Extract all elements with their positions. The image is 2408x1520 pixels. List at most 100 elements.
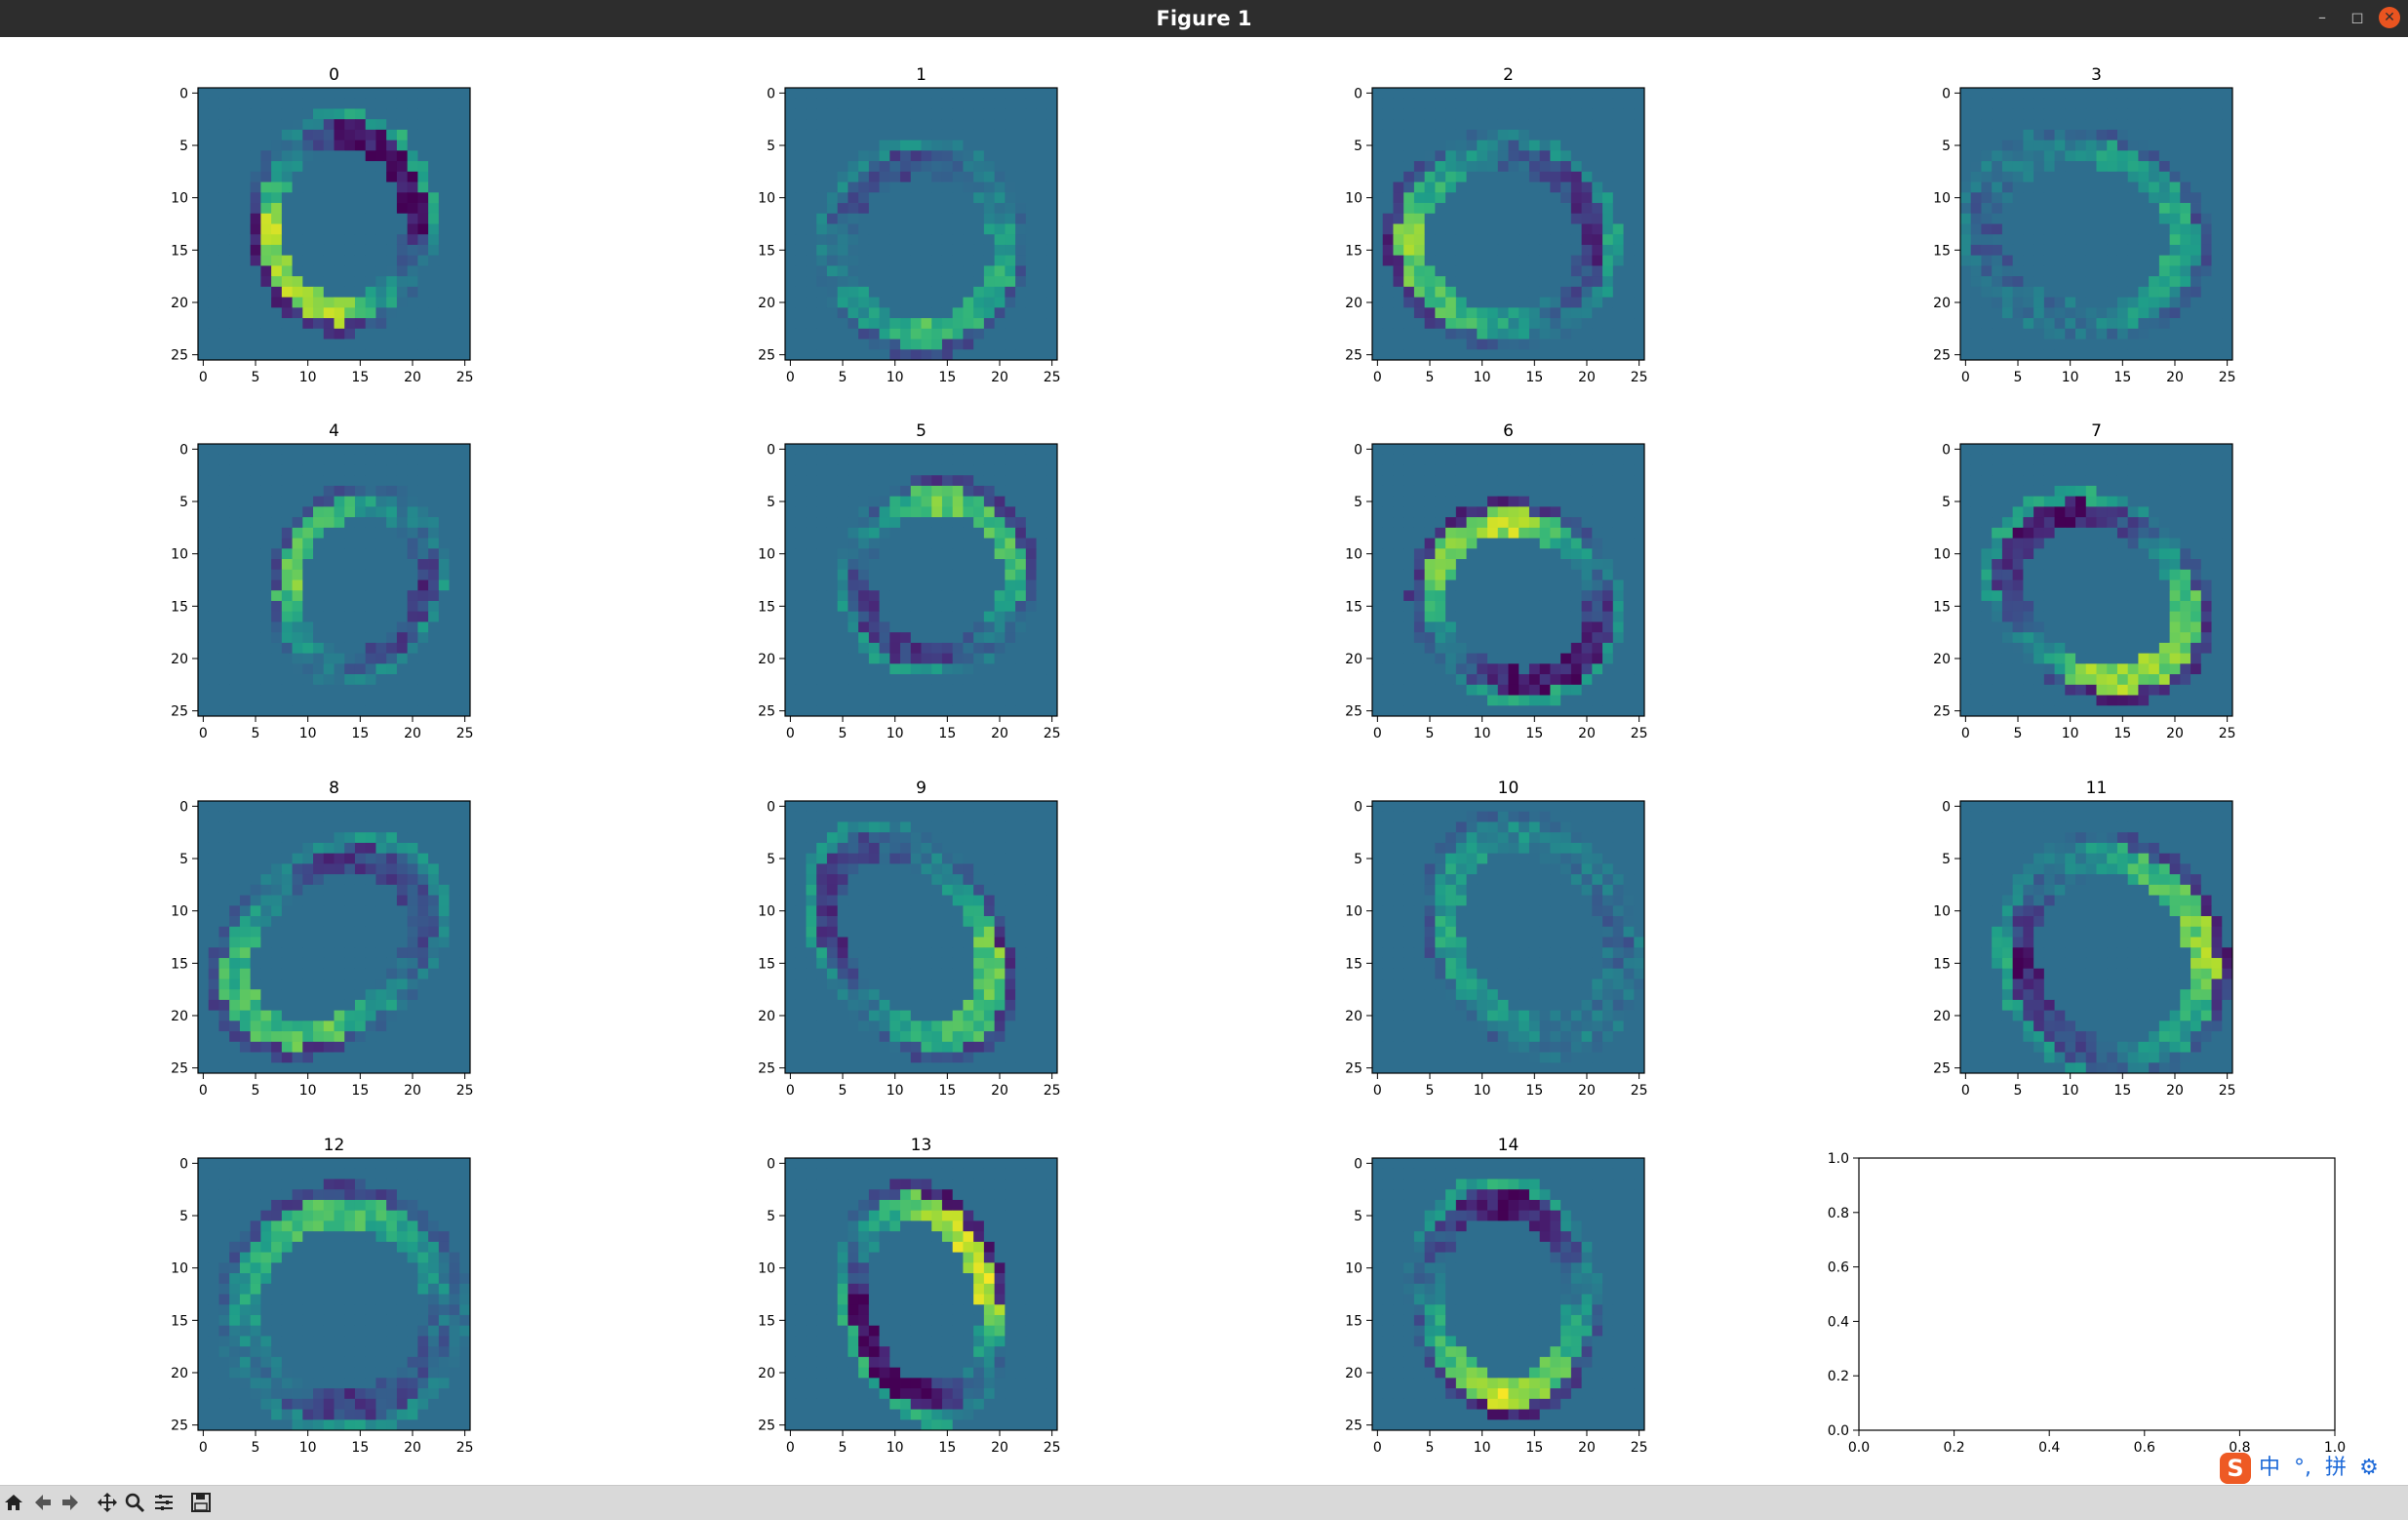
image-cell (2065, 172, 2075, 182)
image-cell (869, 486, 880, 497)
image-cell (302, 632, 313, 643)
image-cell (1487, 632, 1498, 643)
image-cell (1026, 621, 1037, 632)
restore-button[interactable]: ◻ (2347, 7, 2368, 28)
image-cell (931, 318, 942, 329)
image-cell (386, 298, 397, 308)
image-cell (838, 245, 849, 256)
image-cell (796, 486, 807, 497)
image-cell (1602, 276, 1613, 287)
image-cell (1971, 287, 1982, 298)
image-cell (1487, 99, 1498, 109)
image-cell (209, 539, 219, 549)
image-cell (271, 663, 282, 674)
image-cell (785, 612, 796, 622)
image-cell (417, 654, 428, 664)
image-cell (931, 486, 942, 497)
image-cell (355, 685, 366, 696)
image-cell (796, 475, 807, 486)
image-cell (1624, 654, 1635, 664)
image-cell (1634, 486, 1644, 497)
image-cell (1613, 298, 1624, 308)
image-cell (858, 234, 869, 245)
image-cell (1592, 601, 1602, 612)
image-cell (1037, 663, 1047, 674)
image-cell (2128, 150, 2139, 161)
image-cell (2159, 88, 2170, 99)
image-cell (1026, 340, 1037, 350)
image-cell (2149, 256, 2159, 266)
image-cell (324, 486, 335, 497)
image-cell (931, 539, 942, 549)
image-cell (900, 475, 911, 486)
image-cell (963, 214, 973, 224)
image-cell (1435, 444, 1445, 455)
image-cell (428, 696, 439, 706)
image-cell (1602, 287, 1613, 298)
image-cell (1498, 455, 1509, 465)
image-cell (198, 130, 209, 140)
close-button[interactable]: ✕ (2379, 7, 2400, 28)
image-cell (324, 528, 335, 539)
image-cell (375, 654, 386, 664)
image-cell (386, 192, 397, 203)
image-cell (439, 265, 450, 276)
y-tick-label: 0 (1354, 86, 1362, 101)
y-tick-label: 0 (1354, 442, 1362, 458)
image-cell (2117, 119, 2128, 130)
image-cell (2149, 245, 2159, 256)
image-cell (1393, 654, 1403, 664)
image-cell (889, 528, 900, 539)
image-cell (260, 287, 271, 298)
image-cell (2222, 256, 2232, 266)
image-cell (796, 632, 807, 643)
image-cell (1592, 612, 1602, 622)
minimize-button[interactable]: – (2311, 7, 2333, 28)
image-cell (806, 580, 816, 591)
image-cell (889, 161, 900, 172)
image-cell (911, 539, 922, 549)
image-cell (900, 119, 911, 130)
image-cell (386, 224, 397, 235)
image-cell (282, 287, 293, 298)
image-cell (1403, 307, 1414, 318)
image-cell (1403, 182, 1414, 193)
image-cell (900, 172, 911, 182)
image-cell (1477, 685, 1487, 696)
image-cell (1005, 444, 1015, 455)
image-cell (1445, 612, 1456, 622)
image-cell (1613, 444, 1624, 455)
image-cell (1487, 192, 1498, 203)
image-cell (1519, 203, 1529, 214)
image-cell (900, 590, 911, 601)
image-cell (229, 224, 240, 235)
image-cell (1403, 643, 1414, 654)
image-cell (2023, 298, 2033, 308)
image-cell (251, 140, 261, 151)
image-cell (459, 192, 470, 203)
image-cell (282, 475, 293, 486)
image-cell (2128, 265, 2139, 276)
image-cell (1550, 506, 1560, 517)
image-cell (1592, 307, 1602, 318)
image-cell (459, 663, 470, 674)
image-cell (335, 580, 345, 591)
image-cell (880, 130, 890, 140)
image-cell (1624, 234, 1635, 245)
image-cell (2086, 455, 2097, 465)
image-cell (796, 172, 807, 182)
image-cell (271, 517, 282, 528)
image-cell (355, 192, 366, 203)
image-cell (1498, 245, 1509, 256)
image-cell (1425, 130, 1436, 140)
image-cell (218, 214, 229, 224)
image-cell (344, 224, 355, 235)
image-cell (858, 705, 869, 716)
image-cell (2117, 307, 2128, 318)
image-cell (911, 172, 922, 182)
image-cell (366, 318, 376, 329)
image-cell (417, 99, 428, 109)
image-cell (1634, 172, 1644, 182)
image-cell (869, 506, 880, 517)
image-cell (375, 182, 386, 193)
